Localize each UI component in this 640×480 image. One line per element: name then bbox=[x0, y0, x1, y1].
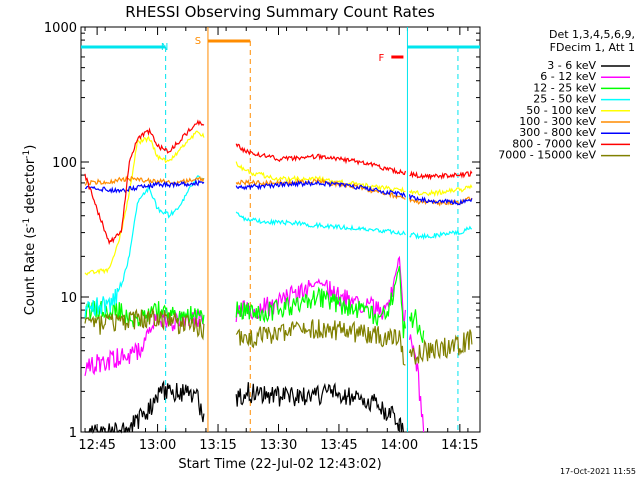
plot-area bbox=[80, 26, 481, 433]
legend: Det 1,3,4,5,6,9, FDecim 1, Att 1 3 - 6 k… bbox=[498, 28, 635, 162]
series-line-3-6-kev bbox=[85, 380, 404, 434]
legend-header-line-2: FDecim 1, Att 1 bbox=[550, 41, 635, 54]
legend-label-50-100-kev: 50 - 100 keV bbox=[526, 104, 596, 117]
legend-label-100-300-kev: 100 - 300 keV bbox=[519, 115, 596, 128]
marker-label-n: N bbox=[161, 42, 168, 53]
y-axis-label: Count Rate (s-1 detector-1) bbox=[22, 145, 38, 316]
legend-label-25-50-kev: 25 - 50 keV bbox=[533, 93, 596, 106]
x-tick-label: 13:00 bbox=[139, 438, 176, 453]
legend-label-7000-15000-kev: 7000 - 15000 keV bbox=[498, 149, 596, 162]
series-line-800-7000-kev bbox=[84, 119, 473, 246]
chart-title: RHESSI Observing Summary Count Rates bbox=[125, 3, 435, 21]
y-tick-label: 100 bbox=[52, 156, 77, 171]
y-tick-label: 1000 bbox=[44, 21, 77, 36]
x-tick-label: 13:45 bbox=[320, 438, 357, 453]
marker-label-s: S bbox=[195, 36, 201, 47]
legend-label-12-25-kev: 12 - 25 keV bbox=[533, 81, 596, 94]
y-tick-label: 1 bbox=[69, 426, 77, 441]
series-line-6-12-kev bbox=[84, 255, 425, 433]
plot-frame bbox=[80, 26, 481, 433]
series-line-12-25-kev bbox=[84, 266, 425, 343]
legend-label-6-12-kev: 6 - 12 keV bbox=[540, 70, 596, 83]
legend-label-3-6-kev: 3 - 6 keV bbox=[547, 59, 596, 72]
x-tick-label: 12:45 bbox=[78, 438, 115, 453]
y-axis: 1 10 100 1000 bbox=[44, 21, 480, 441]
series-line-25-50-kev bbox=[84, 175, 473, 318]
legend-label-300-800-kev: 300 - 800 keV bbox=[519, 126, 596, 139]
series-line-7000-15000-kev bbox=[84, 307, 473, 366]
legend-header-line-1: Det 1,3,4,5,6,9, bbox=[549, 28, 635, 41]
series-lines bbox=[84, 119, 473, 434]
x-tick-label: 13:30 bbox=[260, 438, 297, 453]
legend-label-800-7000-kev: 800 - 7000 keV bbox=[512, 137, 596, 150]
x-tick-label: 14:00 bbox=[381, 438, 418, 453]
observing-flags: N S F bbox=[81, 27, 480, 432]
y-tick-label: 10 bbox=[60, 291, 77, 306]
series-line-300-800-kev bbox=[84, 178, 473, 206]
x-tick-label: 14:15 bbox=[441, 438, 478, 453]
x-axis-label: Start Time (22-Jul-02 12:43:02) bbox=[178, 457, 381, 472]
timestamp: 17-Oct-2021 11:55 bbox=[560, 467, 636, 476]
x-tick-label: 13:15 bbox=[199, 438, 236, 453]
marker-label-f: F bbox=[378, 53, 384, 64]
x-axis: 12:45 13:00 13:15 13:30 13:45 14:00 14:15 bbox=[78, 27, 479, 453]
series-line-50-100-kev bbox=[84, 130, 473, 276]
